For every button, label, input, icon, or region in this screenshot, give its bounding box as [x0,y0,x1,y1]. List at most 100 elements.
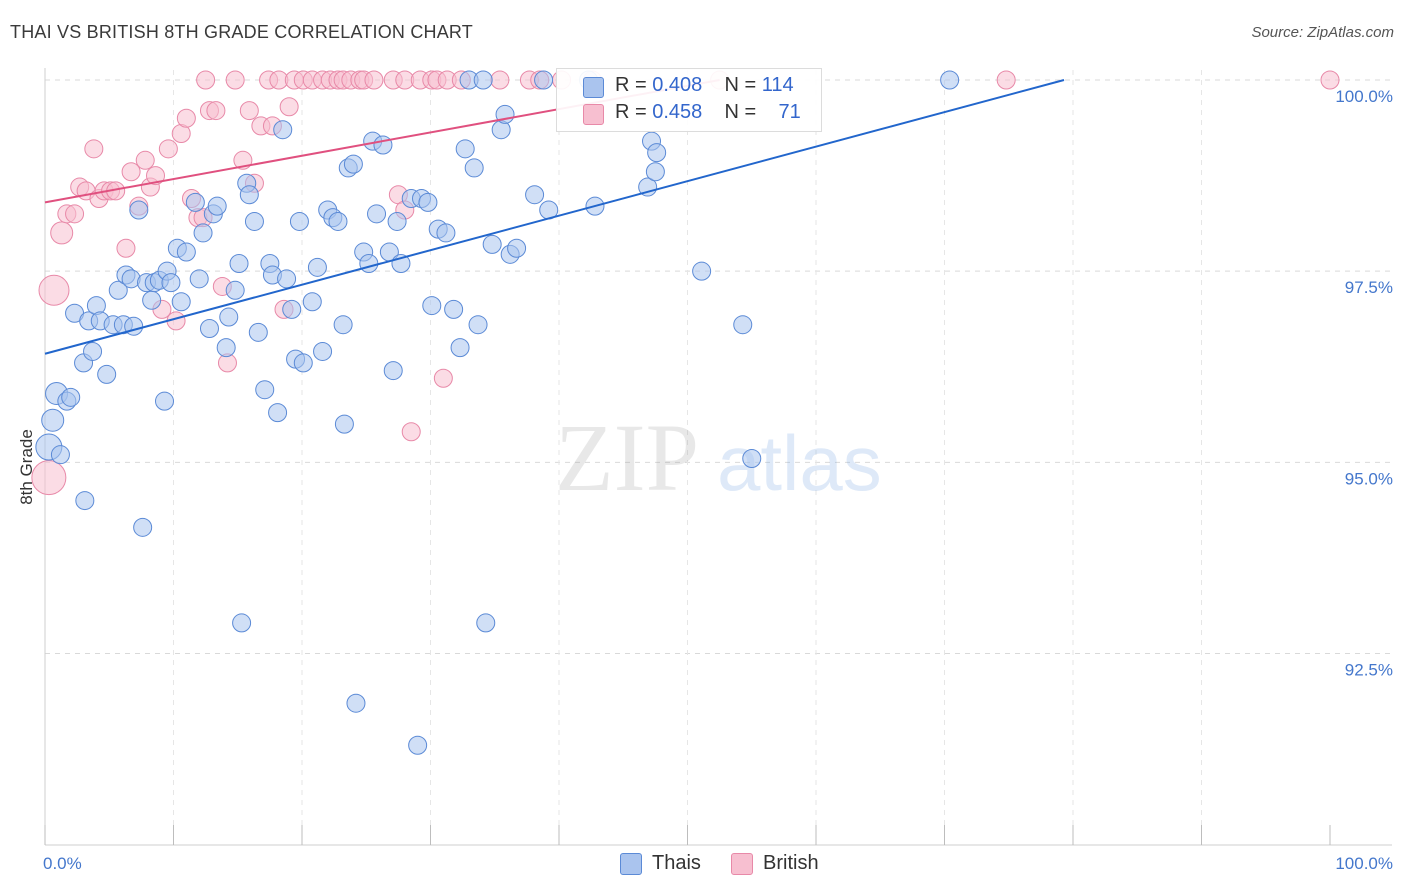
british-point [146,166,166,186]
british-point [239,101,259,121]
thais-point [216,338,236,358]
thais-point [239,185,259,205]
thais-point [455,139,475,159]
thais-point [268,403,288,423]
thais-point [742,449,762,469]
thais-point [282,299,302,319]
british-point [176,108,196,128]
thais-point [229,254,249,274]
thais-point [473,70,493,90]
british-point [364,70,384,90]
thais-point [422,296,442,316]
british-swatch [583,104,604,125]
thais-point [343,154,363,174]
british-point [225,70,245,90]
british-point [38,274,70,306]
thais-point [302,292,322,312]
thais-point [534,70,554,90]
british-point [31,460,67,496]
thais-point [185,192,205,212]
thais-point [97,364,117,384]
thais-point [307,257,327,277]
thais-legend-swatch [620,853,642,875]
legend-r-value: 0.458 [652,101,703,123]
british-point [121,162,141,182]
thais-point [232,613,252,633]
thais-point [61,387,81,407]
thais-point [645,162,665,182]
thais-point [367,204,387,224]
thais-point [193,223,213,243]
thais-point [133,517,153,537]
thais-point [408,735,428,755]
x-tick-label-min: 0.0% [43,854,82,873]
thais-point [373,135,393,155]
thais-point [273,120,293,140]
y-axis-title: 8th Grade [17,429,36,505]
thais-point [333,315,353,335]
british-points [31,70,1340,496]
watermark: ZIP atlas [555,404,882,511]
thais-point [176,242,196,262]
thais-point [346,693,366,713]
thais-point [199,319,219,339]
thais-point [387,211,407,231]
thais-point [225,280,245,300]
british-legend-label: British [763,852,819,874]
thais-point [692,261,712,281]
thais-point [450,338,470,358]
legend-n-label: N = [724,74,762,96]
thais-point [313,341,333,361]
thais-point [244,211,264,231]
thais-point [464,158,484,178]
thais-point [525,185,545,205]
thais-point [359,254,379,274]
legend-n-label: N = [724,101,762,123]
thais-point [142,290,162,310]
british-point [1320,70,1340,90]
legend-n-value: 71 [778,101,801,123]
british-point [196,70,216,90]
legend-r-label: R = [615,101,653,123]
thais-point [248,322,268,342]
thais-swatch [583,77,604,98]
thais-point [155,391,175,411]
british-point [158,139,178,159]
british-point [50,221,74,245]
british-point [206,101,226,121]
legend-r-label: R = [615,74,653,96]
thais-point [129,200,149,220]
thais-point [383,361,403,381]
watermark-zip: ZIP [555,404,699,511]
thais-trend-line [44,79,1065,355]
thais-point [277,269,297,289]
thais-point [171,292,191,312]
thais-point [334,414,354,434]
legend-n-value: 114 [761,74,794,96]
thais-legend-label: Thais [652,852,701,874]
thais-point [83,341,103,361]
thais-point [289,211,309,231]
british-point [279,97,299,117]
thais-point [50,445,70,465]
chart-title: THAI VS BRITISH 8TH GRADE CORRELATION CH… [10,22,473,42]
british-point [135,150,155,170]
thais-point [468,315,488,335]
thais-point [293,353,313,373]
thais-point [255,380,275,400]
british-point [84,139,104,159]
stats-legend: R = 0.408 N = 114 R = 0.458 N = 71 [556,68,822,132]
british-point [433,368,453,388]
source-label: Source: ZipAtlas.com [1251,24,1394,41]
thais-point [207,196,227,216]
axis-layer: 92.5% 95.0% 97.5% 100.0% [44,68,1393,846]
british-legend-swatch [731,853,753,875]
british-point [116,238,136,258]
thais-point [219,307,239,327]
thais-point [444,299,464,319]
thais-points [35,70,960,755]
y-tick-label: 97.5% [1345,278,1393,297]
british-point [490,70,510,90]
thais-point [647,143,667,163]
